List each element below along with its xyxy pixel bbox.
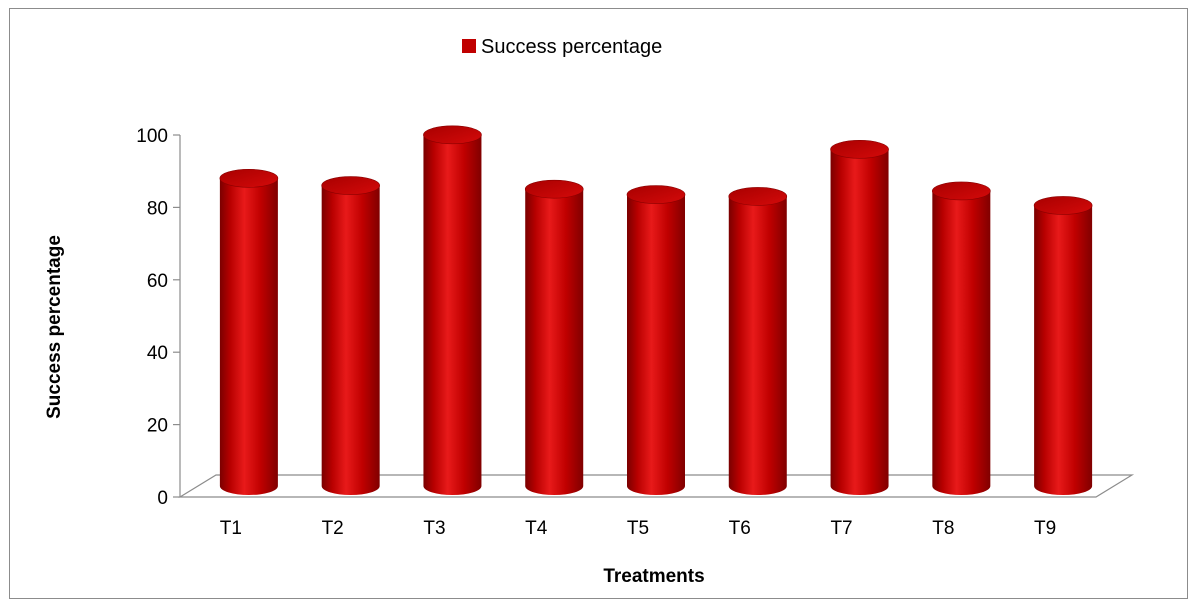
y-axis-title: Success percentage [44, 235, 65, 419]
chart-frame [9, 8, 1188, 599]
x-tick-label: T5 [627, 518, 649, 539]
bar-cap [524, 179, 584, 199]
legend-swatch [462, 39, 476, 53]
bar-body [423, 134, 482, 496]
x-tick-label: T8 [932, 518, 954, 539]
x-tick-label: T9 [1034, 518, 1056, 539]
bar-T6 [728, 187, 788, 495]
x-tick-label: T6 [729, 518, 751, 539]
legend: Success percentage [462, 36, 662, 58]
bar-cap [1033, 196, 1093, 215]
bar-T9 [1033, 196, 1093, 495]
bar-T3 [423, 125, 482, 496]
x-axis-title: Treatments [603, 566, 704, 587]
bar-T2 [321, 176, 380, 496]
x-tick-label: T4 [525, 518, 548, 539]
y-tick-label: 0 [157, 488, 168, 509]
bar-body [627, 194, 685, 495]
bar-T8 [932, 181, 991, 495]
x-tick-label: T2 [322, 518, 344, 539]
y-tick-label: 60 [147, 271, 168, 292]
bar-T7 [830, 140, 889, 495]
x-tick-label: T7 [830, 518, 852, 539]
bar-body [219, 178, 278, 496]
bar-cap [626, 185, 686, 204]
bar-cap [830, 140, 889, 159]
bar-body [525, 189, 584, 495]
x-tick-labels: T1 T2 T3 T4 T5 T6 T7 T8 T9 [220, 518, 1056, 539]
bar-T5 [626, 185, 686, 495]
bar-cap [321, 176, 380, 195]
bar-T4 [524, 179, 584, 495]
y-tick-label: 80 [147, 198, 168, 219]
bars [219, 125, 1093, 496]
y-tick-label: 20 [147, 416, 168, 437]
bar-body [321, 185, 380, 496]
bar-body [932, 190, 991, 495]
y-tick-label: 40 [147, 343, 168, 364]
y-tick-labels: 0 20 40 60 80 100 [136, 126, 180, 509]
x-tick-label: T1 [220, 518, 242, 539]
bar-cap [932, 181, 991, 201]
bar-cap [728, 187, 788, 206]
legend-label: Success percentage [481, 36, 662, 58]
bar-body [830, 149, 889, 495]
bar-cap [219, 169, 279, 188]
bar-cap [423, 125, 482, 145]
bar-body [728, 196, 787, 495]
bar-T1 [219, 169, 279, 496]
x-tick-label: T3 [423, 518, 445, 539]
y-tick-label: 100 [136, 126, 168, 147]
bar-body [1034, 205, 1093, 495]
